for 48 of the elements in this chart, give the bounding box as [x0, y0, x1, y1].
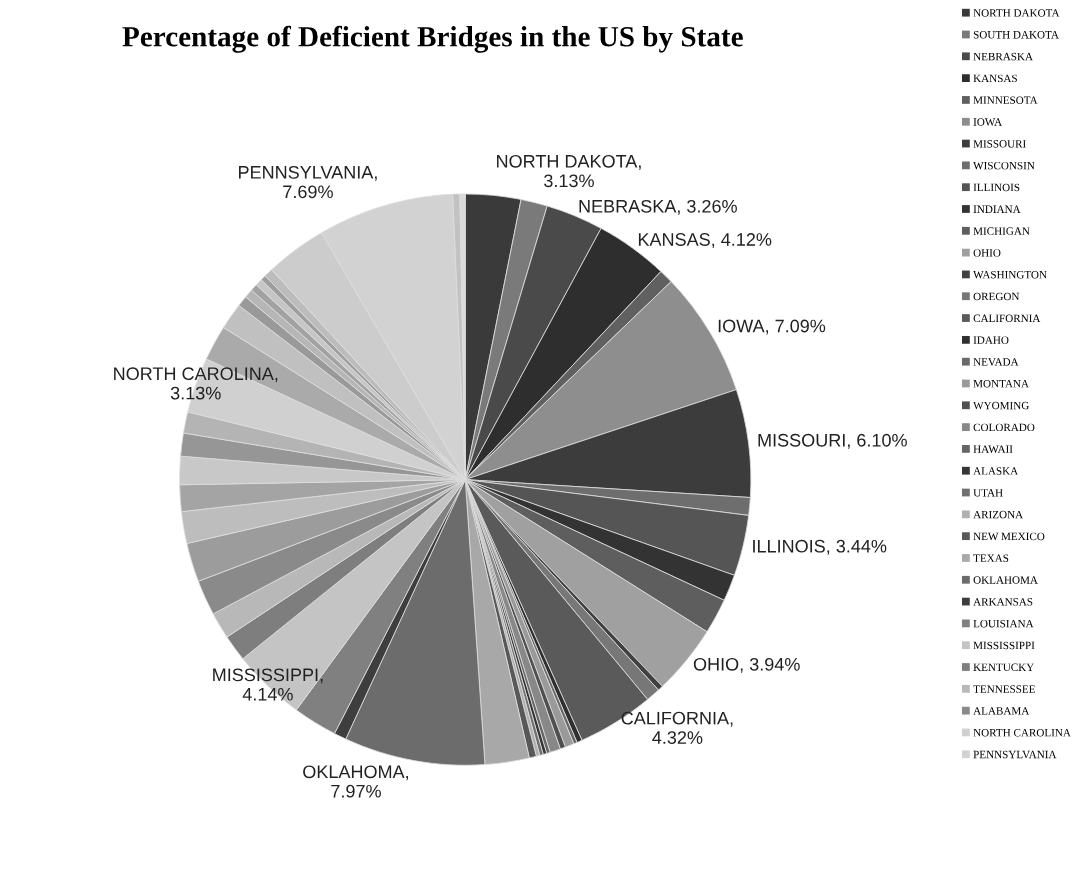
legend-label: TEXAS: [973, 554, 1009, 562]
legend-label: KANSAS: [973, 74, 1017, 83]
legend-label: MICHIGAN: [973, 227, 1030, 235]
legend-label: WISCONSIN: [973, 161, 1035, 170]
legend-label: PENNSYLVANIA: [973, 750, 1057, 759]
legend-label: KENTUCKY: [973, 663, 1034, 672]
legend-label: NEVADA: [973, 358, 1019, 366]
data-label: MISSOURI, 6.10%: [758, 433, 907, 449]
legend-label: MINNESOTA: [973, 96, 1038, 104]
data-label: OKLAHOMA, 7.97%: [303, 765, 409, 798]
legend-label: MONTANA: [973, 380, 1029, 388]
legend-label: LOUISIANA: [973, 619, 1034, 628]
legend-label: CALIFORNIA: [973, 314, 1041, 323]
legend-label: ALABAMA: [973, 707, 1030, 715]
data-label: IOWA, 7.09%: [718, 319, 826, 335]
legend-label: WYOMING: [973, 401, 1029, 410]
data-label: NORTH CAROLINA, 3.13%: [114, 367, 278, 400]
data-label: NEBRASKA, 3.26%: [579, 199, 737, 215]
legend-label: ARIZONA: [973, 510, 1024, 519]
data-label: ILLINOIS, 3.44%: [753, 539, 887, 555]
legend-label: ILLINOIS: [973, 183, 1020, 192]
legend-label: INDIANA: [973, 205, 1021, 213]
legend-label: MISSOURI: [973, 140, 1026, 148]
legend-label: ARKANSAS: [973, 598, 1033, 606]
legend-label: OKLAHOMA: [973, 576, 1038, 584]
legend-label: COLORADO: [973, 423, 1035, 432]
legend-label: NORTH CAROLINA: [973, 728, 1071, 737]
data-label: PENNSYLVANIA, 7.69%: [239, 165, 377, 199]
data-label: MISSISSIPPI, 4.14%: [213, 668, 323, 701]
legend-label: IOWA: [973, 118, 1003, 126]
data-label: NORTH DAKOTA, 3.13%: [497, 154, 641, 188]
legend-label: MISSISSIPPI: [973, 641, 1035, 650]
legend-label: NEW MEXICO: [973, 532, 1045, 541]
data-label: OHIO, 3.94%: [693, 657, 800, 673]
data-label: KANSAS, 4.12%: [638, 233, 772, 249]
legend-label: NEBRASKA: [973, 52, 1033, 61]
legend-label: UTAH: [973, 489, 1003, 497]
legend-label: ALASKA: [973, 467, 1019, 475]
legend-label: SOUTH DAKOTA: [973, 31, 1059, 39]
legend-label: OHIO: [973, 249, 1001, 257]
legend-label: NORTH DAKOTA: [973, 9, 1060, 17]
text: Percentage of Deficient Bridges in the US by State: [122, 25, 743, 53]
legend-label: WASHINGTON: [973, 270, 1047, 279]
legend-label: HAWAII: [973, 445, 1013, 453]
legend-label: OREGON: [973, 292, 1020, 301]
data-label: CALIFORNIA, 4.32%: [621, 711, 733, 744]
legend-label: IDAHO: [973, 336, 1009, 344]
legend-label: TENNESSEE: [973, 685, 1035, 693]
